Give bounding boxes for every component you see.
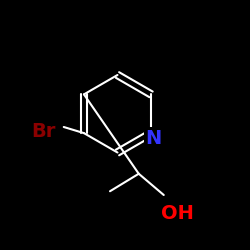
Text: N: N [146,129,162,148]
Text: OH: OH [161,204,194,223]
Text: Br: Br [32,122,56,141]
